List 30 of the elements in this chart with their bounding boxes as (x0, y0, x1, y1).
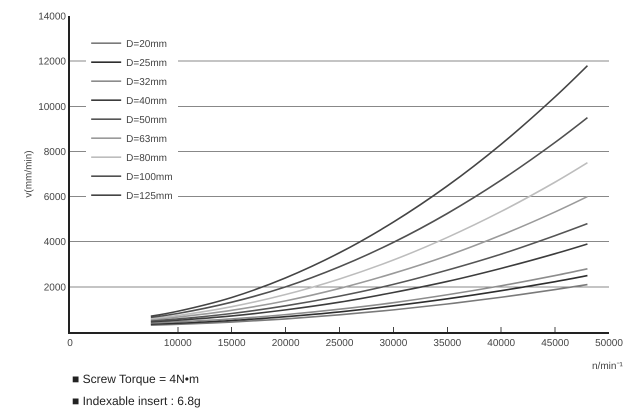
y-tick-label: 4000 (44, 237, 66, 248)
x-tick-label: 20000 (272, 338, 300, 349)
x-tick-label: 40000 (487, 338, 516, 349)
x-tick-label: 45000 (541, 338, 570, 349)
legend-label: D=80mm (126, 153, 168, 164)
x-tick-label: 30000 (379, 338, 408, 349)
text: ■ Screw Torque = 4N•m (72, 372, 199, 386)
x-tick-label: 0 (67, 338, 74, 349)
y-tick-label: 2000 (44, 282, 66, 294)
y-tick-label: 6000 (44, 192, 66, 204)
x-tick-label: 15000 (218, 338, 246, 349)
y-axis-title: v(mm/min) (24, 150, 35, 198)
legend-label: D=40mm (126, 96, 168, 108)
legend-label: D=20mm (126, 39, 168, 50)
x-tick-label: 10000 (164, 338, 192, 349)
legend-label: D=32mm (126, 77, 168, 88)
legend-label: D=125mm (126, 191, 173, 202)
legend-label: D=25mm (126, 58, 168, 70)
legend-label: D=100mm (126, 172, 173, 184)
legend-label: D=50mm (126, 115, 168, 126)
x-axis-title: n/min⁻¹ (592, 361, 624, 372)
y-tick-label: 10000 (38, 102, 66, 113)
y-tick-label: 14000 (38, 12, 66, 22)
y-tick-label: 12000 (38, 56, 66, 68)
y-tick-label: 8000 (44, 146, 66, 158)
x-tick-label: 25000 (326, 338, 354, 349)
x-tick-label: 35000 (433, 338, 462, 349)
text: ■ Indexable insert : 6.8g (72, 394, 201, 408)
legend-label: D=63mm (126, 134, 168, 146)
x-tick-label: 50000 (595, 338, 624, 349)
